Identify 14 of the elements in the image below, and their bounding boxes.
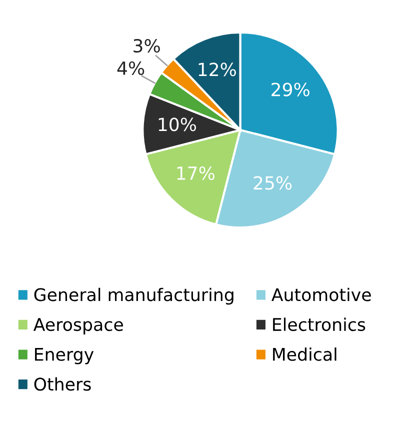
data-label: 4% [117, 61, 144, 76]
legend-label: Aerospace [33, 318, 123, 334]
legend-label: Electronics [273, 318, 366, 332]
data-label: 17% [177, 166, 214, 180]
legend-label: General manufacturing [34, 288, 234, 305]
legend-label: Automotive [272, 288, 371, 302]
legend-label: Medical [273, 347, 336, 361]
data-label: 3% [134, 38, 160, 53]
data-label: 29% [272, 82, 310, 96]
legend-label: Energy [35, 348, 94, 364]
data-label: 10% [158, 118, 196, 132]
data-label: 12% [198, 62, 236, 76]
data-label: 25% [254, 176, 292, 190]
legend-label: Others [34, 377, 91, 391]
